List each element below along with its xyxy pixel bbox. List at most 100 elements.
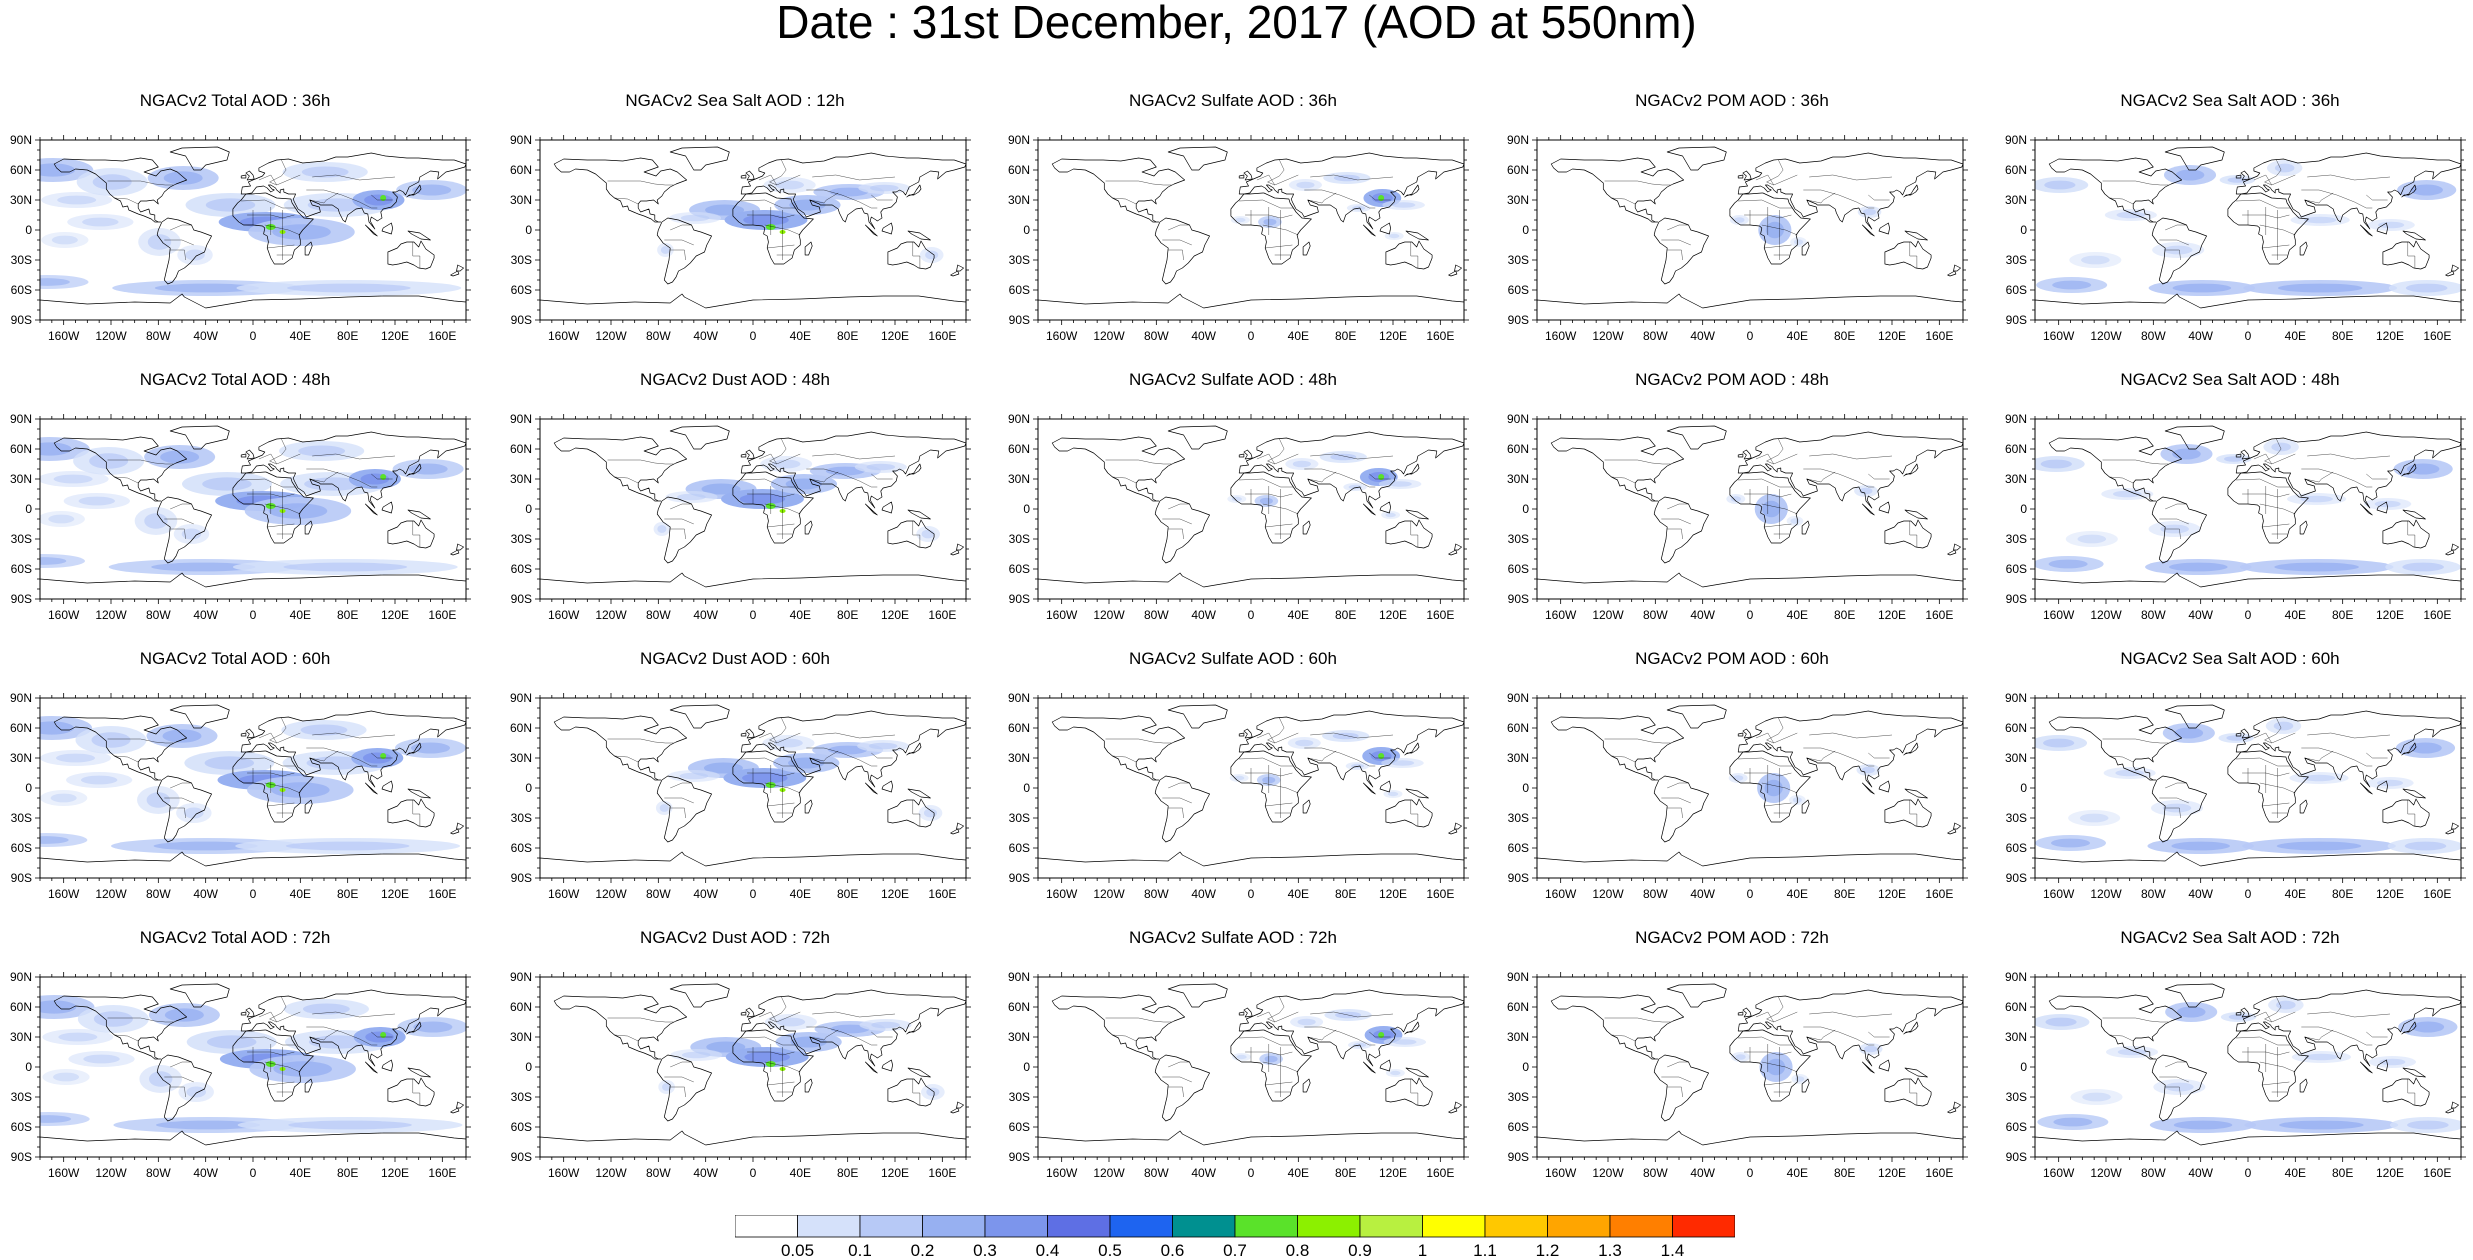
- map-panel-sulfate: NGACv2 Sulfate AOD : 48h 90N 60N 30N 0 30S 60S…: [998, 371, 1469, 622]
- lon-label: 160W: [1046, 608, 1078, 622]
- lon-label: 0: [1747, 329, 1754, 343]
- lat-label: 90N: [510, 412, 532, 426]
- lon-label: 80E: [1834, 887, 1855, 901]
- axis-ticks: [2030, 414, 2466, 604]
- longitude-labels: 160W 120W 80W 40W 0 40E 80E 120E 160E: [548, 887, 956, 901]
- longitude-labels: 160W 120W 80W 40W 0 40E 80E 120E 160E: [48, 887, 456, 901]
- latitude-labels: 90N 60N 30N 0 30S 60S 90S: [1008, 412, 1030, 606]
- lon-label: 80E: [337, 1166, 358, 1180]
- lon-label: 0: [750, 608, 757, 622]
- lon-label: 80W: [146, 608, 171, 622]
- lat-label: 30S: [1009, 811, 1030, 825]
- aod-field: [1227, 451, 1422, 519]
- lon-label: 120W: [595, 329, 627, 343]
- colorbar-label: 0.9: [1348, 1241, 1372, 1260]
- longitude-labels: 160W 120W 80W 40W 0 40E 80E 120E 160E: [1046, 1166, 1454, 1180]
- lat-label: 60S: [2006, 562, 2027, 576]
- latitude-labels: 90N 60N 30N 0 30S 60S 90S: [1507, 970, 1529, 1164]
- lon-label: 40E: [2285, 1166, 2306, 1180]
- colorbar-label: 0.4: [1036, 1241, 1060, 1260]
- map-panel-seasalt: NGACv2 Sea Salt AOD : 72h 90N 60N 30N 0 30S 60…: [1995, 929, 2466, 1180]
- country-borders: [107, 438, 421, 547]
- lat-label: 90N: [1507, 133, 1529, 147]
- lon-label: 80W: [646, 887, 671, 901]
- panel-title: NGACv2 Dust AOD : 72h: [640, 928, 830, 947]
- panel-title: NGACv2 Dust AOD : 60h: [640, 649, 830, 668]
- colorbar-swatch: [984, 1215, 1048, 1238]
- lon-label: 80E: [837, 1166, 858, 1180]
- map-background: [1537, 419, 1963, 599]
- coastlines: [2035, 425, 2461, 599]
- lat-label: 0: [525, 1060, 532, 1074]
- lon-label: 160E: [2423, 1166, 2451, 1180]
- lon-label: 120W: [95, 887, 127, 901]
- lat-label: 0: [1023, 223, 1030, 237]
- lon-label: 0: [750, 887, 757, 901]
- world-map: 90N 60N 30N 0 30S 60S 90S 160W 120W 80W 40W 0 40E 80E…: [1507, 133, 1968, 343]
- lon-label: 160E: [1925, 608, 1953, 622]
- lon-label: 80W: [1144, 608, 1169, 622]
- axis-ticks: [2030, 693, 2466, 883]
- world-map: 90N 60N 30N 0 30S 60S 90S 160W 120W 80W 40W 0 40E 80E…: [2005, 133, 2466, 343]
- coastlines: [1038, 146, 1464, 320]
- lat-label: 60N: [510, 163, 532, 177]
- lon-label: 120E: [1379, 1166, 1407, 1180]
- lat-label: 60S: [1009, 562, 1030, 576]
- lon-label: 0: [1747, 1166, 1754, 1180]
- country-borders: [607, 159, 921, 268]
- map-background: [1038, 977, 1464, 1157]
- world-map: 90N 60N 30N 0 30S 60S 90S 160W 120W 80W 40W 0 40E 80E…: [510, 133, 971, 343]
- world-map: 90N 60N 30N 0 30S 60S 90S 160W 120W 80W 40W 0 40E 80E…: [10, 133, 471, 343]
- lon-label: 120E: [881, 329, 909, 343]
- map-background: [540, 140, 966, 320]
- map-panel-total: NGACv2 Total AOD : 36h 90N 60N 30N 0 30S 60S 90…: [0, 91, 471, 343]
- colorbar-label: 0.1: [848, 1241, 872, 1260]
- lon-label: 80E: [1834, 329, 1855, 343]
- lat-label: 30N: [1507, 472, 1529, 486]
- lon-label: 40E: [790, 608, 811, 622]
- colorbar-label: 1.2: [1536, 1241, 1560, 1260]
- axis-ticks: [35, 693, 471, 883]
- lon-label: 120E: [1878, 1166, 1906, 1180]
- lat-label: 90N: [10, 133, 32, 147]
- lon-label: 160E: [2423, 887, 2451, 901]
- lon-label: 40W: [2188, 887, 2213, 901]
- lat-label: 90S: [511, 1150, 532, 1164]
- lon-label: 40W: [693, 329, 718, 343]
- aod-field: [1728, 764, 1881, 805]
- axis-ticks: [1033, 693, 1469, 883]
- lon-label: 40E: [290, 608, 311, 622]
- world-map: 90N 60N 30N 0 30S 60S 90S 160W 120W 80W 40W 0 40E 80E…: [510, 412, 971, 622]
- lat-label: 30N: [510, 472, 532, 486]
- lon-label: 40W: [193, 329, 218, 343]
- lon-label: 80W: [1643, 329, 1668, 343]
- lat-label: 90S: [11, 313, 32, 327]
- lon-label: 160W: [1545, 1166, 1577, 1180]
- panel-title: NGACv2 Total AOD : 36h: [139, 91, 331, 110]
- longitude-labels: 160W 120W 80W 40W 0 40E 80E 120E 160E: [1046, 887, 1454, 901]
- latitude-labels: 90N 60N 30N 0 30S 60S 90S: [2005, 133, 2027, 327]
- latitude-labels: 90N 60N 30N 0 30S 60S 90S: [1008, 691, 1030, 885]
- map-panel-total: NGACv2 Total AOD : 60h 90N 60N 30N 0 30S 60S 90…: [0, 650, 471, 901]
- lon-label: 40E: [1288, 1166, 1309, 1180]
- lon-label: 80W: [2141, 329, 2166, 343]
- world-map: 90N 60N 30N 0 30S 60S 90S 160W 120W 80W 40W 0 40E 80E…: [1008, 691, 1469, 901]
- lon-label: 80W: [1144, 887, 1169, 901]
- lat-label: 90N: [510, 691, 532, 705]
- lon-label: 80E: [837, 329, 858, 343]
- lon-label: 160W: [1545, 887, 1577, 901]
- lat-label: 60N: [2005, 721, 2027, 735]
- lat-label: 90S: [1009, 592, 1030, 606]
- lat-label: 60S: [11, 1120, 32, 1134]
- map-background: [540, 977, 966, 1157]
- lon-label: 0: [1747, 887, 1754, 901]
- lon-label: 160W: [548, 1166, 580, 1180]
- axis-ticks: [1532, 414, 1968, 604]
- colorbar-label: 0.5: [1098, 1241, 1122, 1260]
- lon-label: 0: [1248, 1166, 1255, 1180]
- lat-label: 90N: [2005, 970, 2027, 984]
- longitude-labels: 160W 120W 80W 40W 0 40E 80E 120E 160E: [48, 1166, 456, 1180]
- lon-label: 120E: [1878, 329, 1906, 343]
- lon-label: 40W: [193, 887, 218, 901]
- lon-label: 0: [750, 329, 757, 343]
